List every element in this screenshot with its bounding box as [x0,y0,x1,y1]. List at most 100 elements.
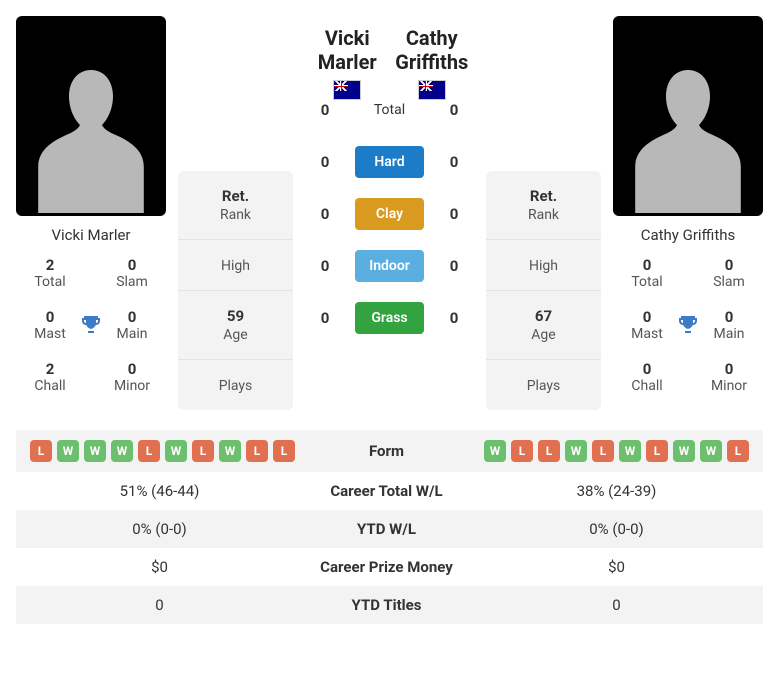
form-loss-badge: L [30,440,52,462]
p1-titles-minor: 0Minor [106,360,158,394]
p2-titles-chall: 0Chall [621,360,673,394]
form-win-badge: W [57,440,79,462]
form-win-badge: W [619,440,641,462]
p1-titles-slam: 0Slam [106,256,158,290]
h2h-row-hard: 0 Hard 0 [305,146,474,178]
h2h-label-grass[interactable]: Grass [355,302,424,334]
names-flags-row: Vicki Marler Cathy Griffiths [305,26,474,100]
form-loss-badge: L [592,440,614,462]
h2h-label-hard[interactable]: Hard [355,146,424,178]
player1-rank-column: Ret.Rank High 59Age Plays [178,171,293,410]
p2-name-flag: Cathy Griffiths [390,26,475,100]
h2h-p1-total: 0 [305,101,345,119]
silhouette-icon [36,56,146,216]
h2h-label-indoor[interactable]: Indoor [355,250,424,282]
p1-plays: Plays [178,360,293,410]
compare-label-ytd-wl: YTD W/L [303,510,470,548]
p1-name-top: Vicki Marler [305,26,390,74]
compare-label-form: Form [303,430,470,472]
p1-name-flag: Vicki Marler [305,26,390,100]
h2h-row-indoor: 0 Indoor 0 [305,250,474,282]
h2h-p2-total: 0 [434,101,474,119]
p2-plays: Plays [486,360,601,410]
h2h-rows: 0 Total 0 0 Hard 0 0 Clay 0 0 Indoor 0 0 [305,94,474,334]
h2h-row-clay: 0 Clay 0 [305,198,474,230]
player1-name-under: Vicki Marler [16,216,166,252]
silhouette-icon [633,56,743,216]
player1-titles-grid: 2Total 0Slam 0Mast 0Main 2Chall 0Minor [16,252,166,404]
player2-titles-grid: 0Total 0Slam 0Mast 0Main 0Chall 0Minor [613,252,763,404]
h2h-label-total: Total [355,94,424,126]
compare-row-ytd-titles: 0 YTD Titles 0 [16,586,763,624]
compare-label-career-wl: Career Total W/L [303,472,470,510]
h2h-row-total: 0 Total 0 [305,94,474,126]
compare-row-form: LWWWLWLWLL Form WLLWLWLWWL [16,430,763,472]
p2-ytd-wl: 0% (0-0) [470,510,763,548]
form-win-badge: W [165,440,187,462]
p2-rank: Ret.Rank [486,171,601,240]
compare-label-prize: Career Prize Money [303,548,470,586]
p1-titles-chall: 2Chall [24,360,76,394]
compare-row-career-wl: 51% (46-44) Career Total W/L 38% (24-39) [16,472,763,510]
p2-titles-minor: 0Minor [703,360,755,394]
player2-rank-column: Ret.Rank High 67Age Plays [486,171,601,410]
p2-titles-mast: 0Mast [621,308,673,342]
p2-titles-main: 0Main [703,308,755,342]
player2-column: Cathy Griffiths 0Total 0Slam 0Mast 0Main… [613,16,763,404]
h2h-p2-grass: 0 [434,309,474,327]
form-win-badge: W [700,440,722,462]
compare-row-prize: $0 Career Prize Money $0 [16,548,763,586]
p2-ytd-titles: 0 [470,586,763,624]
form-loss-badge: L [538,440,560,462]
player1-avatar [16,16,166,216]
h2h-p1-hard: 0 [305,153,345,171]
player2-name-under: Cathy Griffiths [613,216,763,252]
form-loss-badge: L [246,440,268,462]
p1-career-wl: 51% (46-44) [16,472,303,510]
p1-age: 59Age [178,291,293,360]
p1-rank: Ret.Rank [178,171,293,240]
center-h2h-column: Vicki Marler Cathy Griffiths 0 Total 0 0… [305,16,474,334]
top-comparison-row: Vicki Marler 2Total 0Slam 0Mast 0Main 2C… [16,16,763,410]
p2-age: 67Age [486,291,601,360]
form-loss-badge: L [511,440,533,462]
form-loss-badge: L [192,440,214,462]
form-win-badge: W [84,440,106,462]
p1-flag-icon [333,80,361,100]
h2h-p2-clay: 0 [434,205,474,223]
h2h-p1-clay: 0 [305,205,345,223]
h2h-p2-indoor: 0 [434,257,474,275]
trophy-icon [76,308,106,342]
form-win-badge: W [565,440,587,462]
p2-prize: $0 [470,548,763,586]
p2-flag-icon [418,80,446,100]
player1-column: Vicki Marler 2Total 0Slam 0Mast 0Main 2C… [16,16,166,404]
p2-name-top: Cathy Griffiths [390,26,475,74]
form-win-badge: W [484,440,506,462]
form-win-badge: W [673,440,695,462]
form-loss-badge: L [138,440,160,462]
p1-high: High [178,240,293,291]
p2-form-badges: WLLWLWLWWL [478,440,755,462]
compare-row-ytd-wl: 0% (0-0) YTD W/L 0% (0-0) [16,510,763,548]
p2-high: High [486,240,601,291]
p1-prize: $0 [16,548,303,586]
compare-table: LWWWLWLWLL Form WLLWLWLWWL 51% (46-44) C… [16,430,763,624]
p2-titles-total: 0Total [621,256,673,290]
compare-label-ytd-titles: YTD Titles [303,586,470,624]
form-win-badge: W [219,440,241,462]
p1-titles-mast: 0Mast [24,308,76,342]
form-loss-badge: L [646,440,668,462]
p1-titles-main: 0Main [106,308,158,342]
p1-titles-total: 2Total [24,256,76,290]
form-loss-badge: L [273,440,295,462]
h2h-row-grass: 0 Grass 0 [305,302,474,334]
p1-ytd-titles: 0 [16,586,303,624]
h2h-p1-indoor: 0 [305,257,345,275]
trophy-icon [673,308,703,342]
h2h-p2-hard: 0 [434,153,474,171]
h2h-label-clay[interactable]: Clay [355,198,424,230]
p1-ytd-wl: 0% (0-0) [16,510,303,548]
p2-career-wl: 38% (24-39) [470,472,763,510]
player2-avatar [613,16,763,216]
